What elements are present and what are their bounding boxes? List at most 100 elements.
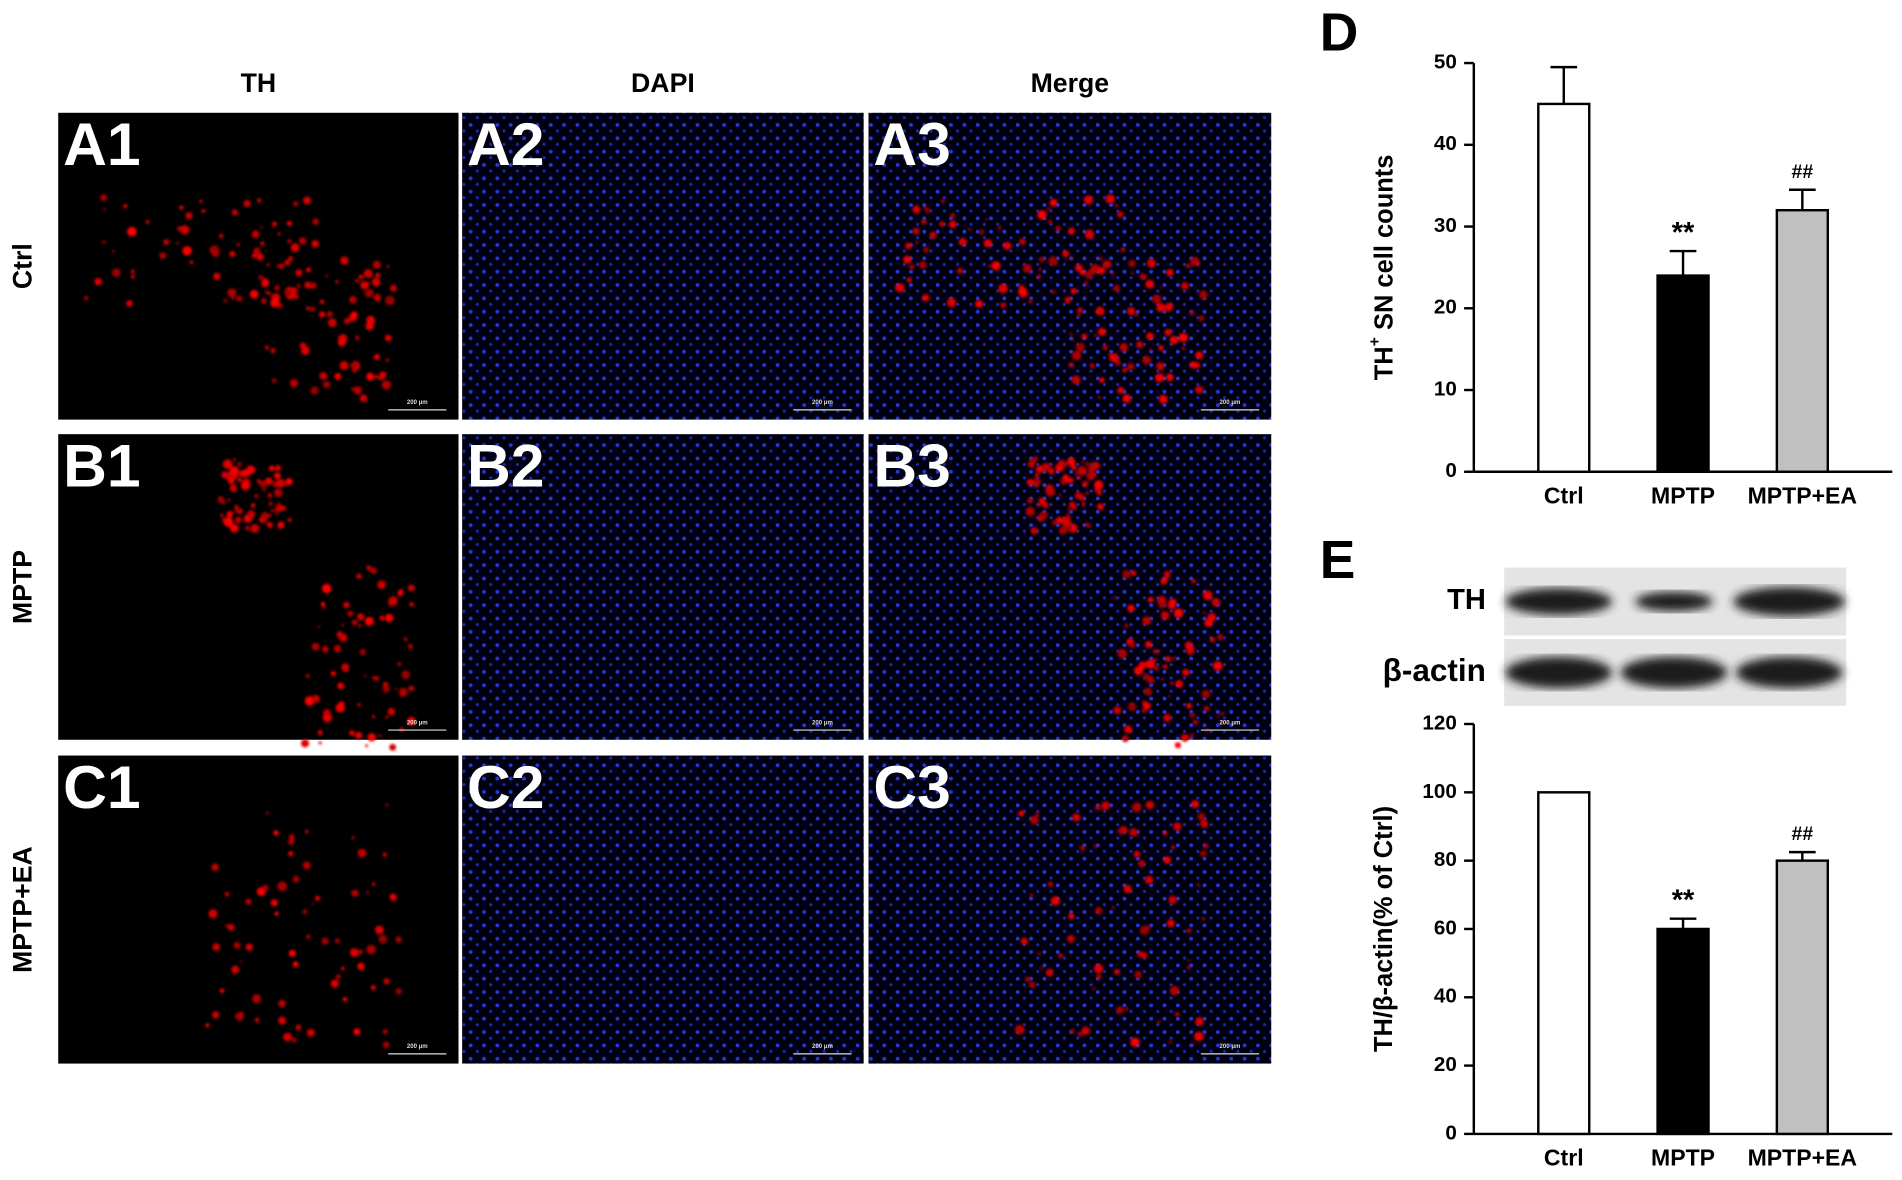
cell	[1113, 968, 1120, 975]
cell	[1095, 804, 1101, 811]
cell	[310, 282, 317, 289]
cell	[1203, 611, 1206, 614]
bar	[1537, 102, 1591, 473]
y-tick-label: 100	[1422, 780, 1456, 803]
micrograph	[462, 434, 864, 740]
cell	[1146, 258, 1156, 268]
cell	[1115, 360, 1122, 367]
cell	[284, 259, 291, 266]
cell	[1067, 507, 1072, 512]
cell	[1075, 342, 1085, 352]
cell	[1093, 844, 1098, 848]
cell	[276, 478, 286, 488]
cell	[315, 643, 319, 647]
cell	[1113, 284, 1121, 292]
x-tick-label: MPTP	[1651, 482, 1715, 508]
cell	[353, 386, 363, 395]
scale-bar-label: 200 μm	[407, 400, 428, 406]
cell	[395, 936, 402, 943]
cell	[270, 298, 279, 308]
cell	[1196, 883, 1200, 887]
cell	[1180, 733, 1189, 742]
cell	[311, 642, 320, 651]
cell	[1071, 375, 1081, 385]
cell	[364, 674, 367, 677]
cell	[1166, 919, 1175, 928]
cell	[280, 505, 287, 511]
cell	[1189, 310, 1195, 316]
cell	[382, 1029, 388, 1035]
cell	[303, 196, 312, 205]
cell	[1082, 480, 1089, 488]
cell	[1035, 812, 1040, 817]
cell	[327, 318, 337, 328]
micrograph	[58, 755, 459, 1064]
cell	[382, 684, 391, 693]
column-header: Merge	[1031, 68, 1110, 98]
cell	[339, 361, 349, 370]
panel-label: A1	[63, 110, 141, 178]
cell	[312, 218, 320, 226]
cell	[385, 803, 389, 807]
cell	[1110, 271, 1115, 275]
cell	[334, 938, 341, 944]
cell	[251, 253, 257, 259]
cell	[1162, 831, 1168, 836]
cell	[234, 505, 239, 509]
cell	[337, 338, 346, 347]
cell	[277, 232, 281, 236]
cell	[310, 386, 319, 395]
cell	[252, 994, 262, 1004]
cell	[315, 895, 321, 901]
cell	[1124, 623, 1129, 629]
cell	[1201, 689, 1211, 699]
cell	[407, 643, 414, 650]
cell	[1171, 845, 1175, 850]
cell	[398, 687, 408, 697]
y-tick-label: 20	[1434, 1053, 1457, 1076]
cell	[100, 194, 108, 202]
cell	[349, 730, 355, 736]
cell	[229, 250, 236, 258]
cell	[322, 645, 329, 653]
cell	[211, 863, 219, 871]
cell	[1169, 986, 1180, 996]
cell	[1119, 342, 1129, 352]
cell	[383, 978, 390, 985]
micrograph	[868, 434, 1272, 740]
cell	[264, 290, 269, 294]
cell	[205, 1023, 210, 1028]
cell	[355, 335, 360, 340]
cell	[273, 472, 281, 480]
cell	[1050, 896, 1060, 906]
cell	[322, 605, 326, 610]
cell	[1175, 680, 1184, 688]
cell	[1069, 332, 1073, 336]
scale-bar-label: 200 μm	[812, 1044, 833, 1050]
cell	[330, 670, 337, 677]
cell	[1080, 845, 1086, 851]
cell	[372, 676, 376, 680]
cell	[1127, 363, 1135, 371]
cell	[1102, 345, 1108, 351]
cell	[1038, 256, 1045, 263]
cell	[1068, 362, 1074, 368]
cell	[1081, 502, 1086, 507]
cell	[268, 465, 275, 472]
cell	[1085, 491, 1089, 495]
scale-bar-label: 200 μm	[407, 1044, 428, 1050]
th-stain	[1014, 800, 1209, 1047]
cell	[302, 909, 308, 915]
cell	[1195, 1017, 1204, 1026]
cell	[227, 923, 235, 931]
blot-band	[1733, 586, 1845, 617]
cell	[1070, 288, 1077, 295]
cell	[1051, 520, 1058, 526]
cell	[1117, 648, 1127, 659]
cell	[1101, 801, 1111, 811]
cell	[1095, 306, 1105, 316]
cell	[1144, 875, 1154, 885]
cell	[1057, 463, 1061, 466]
cell	[1157, 650, 1161, 654]
y-axis-label-part: SN cell counts	[1370, 155, 1398, 338]
